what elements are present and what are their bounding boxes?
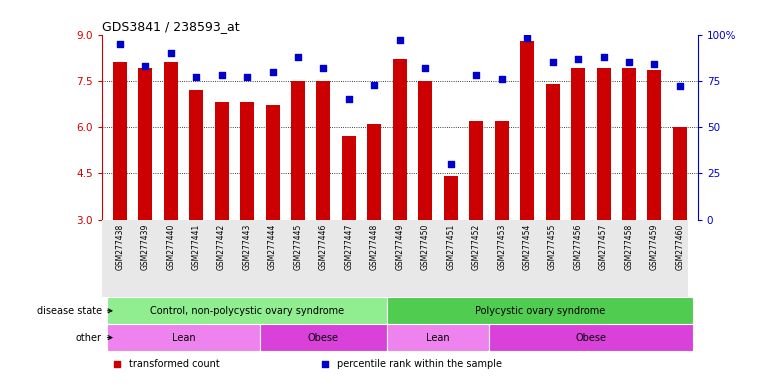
Point [114, 41, 126, 47]
Point [546, 59, 559, 65]
Bar [107, 324, 260, 351]
Text: Polycystic ovary syndrome: Polycystic ovary syndrome [475, 306, 605, 316]
Point [368, 81, 381, 88]
Text: GSM277443: GSM277443 [242, 223, 252, 270]
Text: GSM277455: GSM277455 [548, 223, 557, 270]
Point [216, 72, 228, 78]
Bar [260, 324, 387, 351]
Point [343, 96, 355, 103]
Bar [291, 81, 305, 220]
Bar [266, 106, 280, 220]
Text: GSM277444: GSM277444 [268, 223, 277, 270]
Point [445, 161, 457, 167]
Point [394, 37, 406, 43]
Bar [107, 298, 387, 324]
Text: GSM277446: GSM277446 [319, 223, 328, 270]
Text: GSM277442: GSM277442 [217, 223, 226, 270]
Bar [215, 103, 229, 220]
Bar [164, 62, 178, 220]
Text: Obese: Obese [575, 333, 606, 343]
Text: GSM277458: GSM277458 [625, 223, 633, 270]
Text: GSM277448: GSM277448 [370, 223, 379, 270]
Text: disease state: disease state [37, 306, 112, 316]
Bar [546, 84, 560, 220]
Point [292, 54, 304, 60]
Bar [387, 298, 693, 324]
Text: GSM277457: GSM277457 [599, 223, 608, 270]
Text: GSM277452: GSM277452 [472, 223, 481, 270]
Text: GSM277453: GSM277453 [497, 223, 506, 270]
Point [648, 61, 661, 67]
Text: GDS3841 / 238593_at: GDS3841 / 238593_at [102, 20, 240, 33]
Text: percentile rank within the sample: percentile rank within the sample [337, 359, 503, 369]
Point [470, 72, 482, 78]
Text: GSM277439: GSM277439 [140, 223, 150, 270]
Bar [113, 62, 127, 220]
Text: GSM277456: GSM277456 [574, 223, 583, 270]
Text: GSM277445: GSM277445 [293, 223, 303, 270]
Point [139, 63, 151, 69]
Bar [489, 324, 693, 351]
Bar [240, 103, 254, 220]
Bar [470, 121, 483, 220]
Text: GSM277449: GSM277449 [395, 223, 405, 270]
Bar [317, 81, 330, 220]
Point [419, 65, 431, 71]
Point [521, 35, 533, 41]
Bar [571, 68, 585, 220]
Point [673, 83, 686, 89]
Text: GSM277440: GSM277440 [166, 223, 175, 270]
Text: Lean: Lean [172, 333, 195, 343]
Bar [189, 90, 203, 220]
Bar [419, 81, 432, 220]
Point [267, 68, 279, 74]
Bar [597, 68, 611, 220]
Text: Lean: Lean [426, 333, 450, 343]
Bar [648, 70, 662, 220]
Text: GSM277451: GSM277451 [446, 223, 456, 270]
Point [190, 74, 202, 80]
Bar [138, 68, 152, 220]
Point [165, 50, 177, 56]
Bar [393, 59, 407, 220]
Point [572, 56, 584, 62]
Bar [520, 41, 534, 220]
Text: GSM277454: GSM277454 [523, 223, 532, 270]
Text: Obese: Obese [308, 333, 339, 343]
Text: Control, non-polycystic ovary syndrome: Control, non-polycystic ovary syndrome [150, 306, 344, 316]
Text: GSM277460: GSM277460 [676, 223, 684, 270]
Bar [368, 124, 381, 220]
Bar [444, 176, 458, 220]
Bar [673, 127, 687, 220]
Text: GSM277447: GSM277447 [344, 223, 354, 270]
Bar [342, 136, 356, 220]
Bar [495, 121, 509, 220]
Point [318, 65, 330, 71]
Text: GSM277438: GSM277438 [115, 223, 124, 270]
Bar [387, 324, 489, 351]
Text: transformed count: transformed count [129, 359, 220, 369]
Point [597, 54, 610, 60]
Point [622, 59, 635, 65]
Bar [622, 68, 636, 220]
Text: GSM277459: GSM277459 [650, 223, 659, 270]
Text: other: other [76, 333, 112, 343]
Text: GSM277450: GSM277450 [421, 223, 430, 270]
Text: GSM277441: GSM277441 [191, 223, 201, 270]
Point [241, 74, 253, 80]
Point [529, 217, 542, 223]
Point [495, 76, 508, 82]
